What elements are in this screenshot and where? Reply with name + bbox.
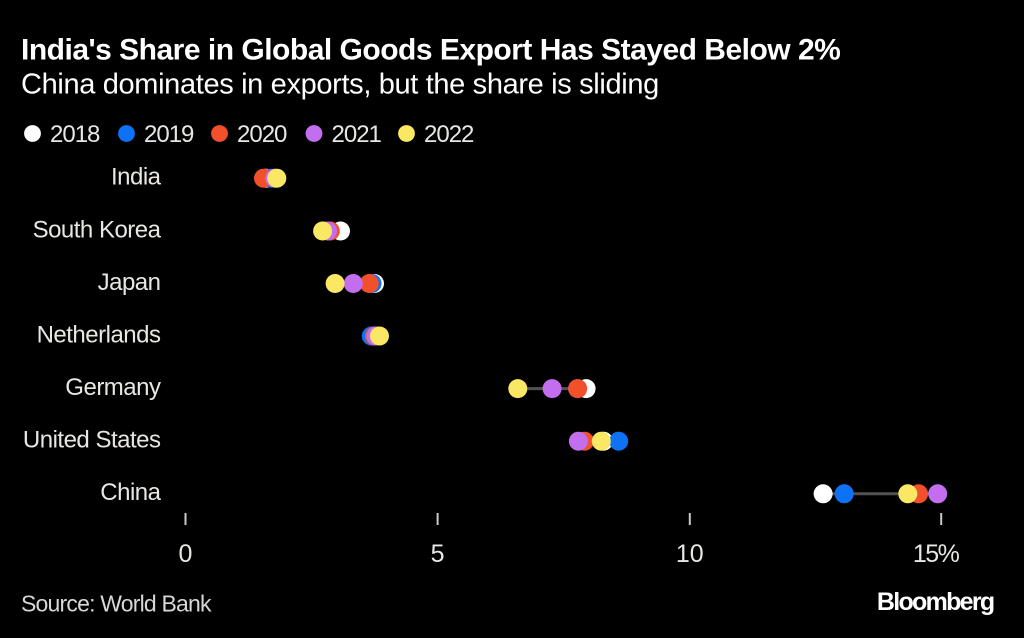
svg-text:2019: 2019 [144,121,194,148]
svg-text:India's Share in Global Goods: India's Share in Global Goods Export Has… [21,34,840,67]
svg-text:5: 5 [431,540,445,568]
svg-text:India: India [111,164,162,191]
svg-text:2022: 2022 [424,121,474,148]
svg-text:China dominates in exports, bu: China dominates in exports, but the shar… [21,69,659,101]
svg-text:United States: United States [23,427,161,454]
svg-text:15%: 15% [913,540,960,568]
svg-text:Bloomberg: Bloomberg [877,588,994,616]
svg-text:Source: World Bank: Source: World Bank [21,591,212,617]
svg-text:Germany: Germany [65,374,161,401]
svg-text:0: 0 [179,540,193,568]
svg-text:2021: 2021 [332,121,382,148]
svg-text:China: China [100,479,161,506]
svg-text:South Korea: South Korea [33,216,162,243]
svg-text:2018: 2018 [50,121,100,148]
svg-text:2020: 2020 [237,121,287,148]
svg-text:10: 10 [676,540,704,568]
svg-text:Japan: Japan [98,269,161,296]
svg-text:Netherlands: Netherlands [37,321,161,348]
